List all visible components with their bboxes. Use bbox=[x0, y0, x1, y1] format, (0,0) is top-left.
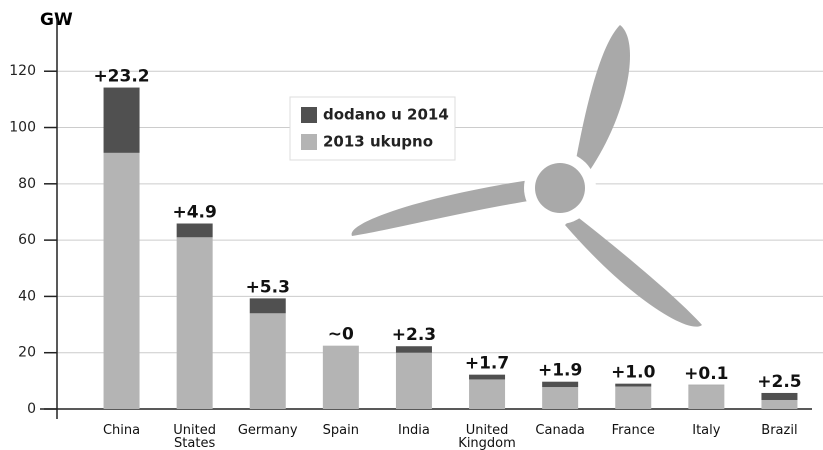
y-tick-label: 60 bbox=[18, 232, 36, 248]
bar-segment bbox=[542, 387, 579, 409]
y-tick-label: 100 bbox=[9, 120, 36, 136]
data-label: +23.2 bbox=[93, 67, 149, 87]
bar-segment bbox=[761, 399, 798, 409]
bar-segment bbox=[615, 386, 652, 409]
bar-segment bbox=[103, 87, 140, 153]
bar-segment bbox=[249, 298, 286, 314]
turbine-decoration bbox=[351, 25, 702, 327]
bar-segment bbox=[395, 352, 432, 409]
data-label: +4.9 bbox=[172, 203, 216, 223]
x-tick-label: Spain bbox=[322, 423, 359, 438]
x-tick-label: France bbox=[611, 423, 655, 438]
bar-segment bbox=[469, 379, 506, 409]
bar-segment bbox=[542, 381, 579, 388]
x-tick-label: United Kingdom bbox=[458, 423, 516, 450]
y-tick-label: 120 bbox=[9, 63, 36, 79]
bar-segment bbox=[615, 383, 652, 387]
x-tick-label: United States bbox=[173, 423, 216, 450]
bar-segment bbox=[176, 223, 213, 238]
y-tick-label: 0 bbox=[27, 401, 36, 417]
legend: dodano u 2014 2013 ukupno bbox=[289, 96, 456, 161]
x-tick-label: India bbox=[397, 423, 430, 438]
legend-box bbox=[289, 96, 456, 161]
x-tick-label: Brazil bbox=[761, 423, 798, 438]
legend-swatch bbox=[301, 107, 317, 123]
data-label: ~0 bbox=[328, 325, 354, 345]
legend-swatch bbox=[301, 134, 317, 150]
data-label: +2.5 bbox=[757, 372, 801, 392]
data-label: +1.0 bbox=[611, 363, 656, 383]
bar-segment bbox=[176, 237, 213, 409]
y-tick-label: 80 bbox=[18, 176, 36, 192]
data-label: +1.7 bbox=[465, 354, 509, 374]
y-tick-label: 40 bbox=[18, 288, 36, 304]
x-tick-label: Italy bbox=[692, 423, 721, 438]
bar-segment bbox=[249, 313, 286, 409]
legend-label: 2013 ukupno bbox=[323, 133, 433, 151]
bar-segment bbox=[322, 345, 359, 409]
x-tick-label: China bbox=[102, 423, 141, 438]
bar-segment bbox=[395, 346, 432, 353]
bar-segment bbox=[103, 152, 140, 409]
bar-segment bbox=[469, 374, 506, 380]
y-tick-label: 20 bbox=[18, 345, 36, 361]
data-label: +2.3 bbox=[392, 325, 436, 345]
data-label: +0.1 bbox=[684, 364, 728, 384]
bar-segment bbox=[761, 392, 798, 400]
data-label: +5.3 bbox=[246, 277, 290, 297]
x-tick-label: Canada bbox=[535, 423, 585, 438]
bar-segment bbox=[688, 385, 725, 409]
x-tick-label: Germany bbox=[237, 423, 298, 438]
legend-label: dodano u 2014 bbox=[323, 106, 449, 124]
data-label: +1.9 bbox=[538, 361, 582, 381]
